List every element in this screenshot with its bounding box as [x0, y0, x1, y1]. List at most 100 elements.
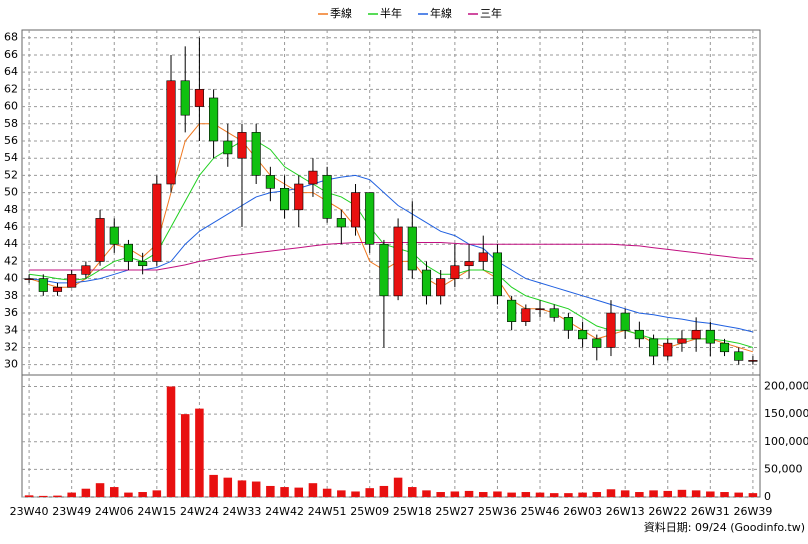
volume-bar — [81, 488, 91, 497]
candle-body — [279, 188, 290, 211]
volume-tick-label: 100,000 — [764, 435, 808, 448]
candle-body — [52, 286, 63, 292]
y-tick-label: 32 — [4, 340, 18, 353]
legend-label: 年線 — [430, 6, 452, 20]
x-tick-label: 24W06 — [95, 505, 134, 518]
volume-bar — [337, 490, 346, 497]
volume-bar — [223, 477, 233, 497]
volume-bar — [464, 490, 474, 497]
candle-body — [563, 317, 573, 331]
candle-body — [379, 243, 389, 297]
volume-bar — [663, 490, 673, 497]
volume-bar — [734, 492, 743, 497]
volume-bar — [507, 492, 516, 497]
y-tick-label: 66 — [4, 48, 18, 61]
y-tick-label: 58 — [4, 117, 18, 130]
candle-body — [95, 218, 105, 262]
volume-bar — [322, 488, 332, 497]
volume-bar — [635, 492, 644, 497]
volume-bar — [180, 414, 190, 497]
candle-body — [663, 342, 673, 357]
x-tick-label: 25W46 — [521, 505, 560, 518]
volume-bar — [422, 490, 431, 497]
candle-body — [634, 329, 644, 340]
x-tick-label: 23W40 — [10, 505, 49, 518]
volume-bar — [578, 492, 587, 497]
candle-body — [209, 97, 219, 142]
y-tick-label: 56 — [4, 134, 18, 147]
volume-bar — [706, 491, 715, 497]
candle-body — [336, 218, 346, 228]
volume-bar — [592, 492, 602, 497]
candle-body — [393, 226, 403, 297]
volume-bar — [251, 481, 261, 497]
candle-body — [748, 360, 758, 362]
volume-tick-label: 150,000 — [764, 407, 808, 420]
volume-bar — [606, 489, 616, 497]
candle-body — [251, 132, 261, 176]
candle-body — [67, 274, 77, 288]
x-tick-label: 25W09 — [350, 505, 389, 518]
candle-body — [705, 329, 715, 344]
volume-bar — [535, 492, 545, 497]
ma-line — [29, 242, 753, 271]
candle-body — [421, 269, 432, 297]
volume-bar — [24, 495, 34, 497]
x-tick-label: 26W31 — [691, 505, 730, 518]
volume-bar — [237, 480, 247, 497]
volume-bar — [166, 386, 176, 497]
candle-body — [521, 308, 531, 322]
candle-body — [648, 338, 659, 357]
x-tick-label: 23W49 — [52, 505, 91, 518]
candle-body — [152, 183, 162, 262]
volume-bar — [677, 489, 687, 497]
volume-bar — [266, 485, 275, 497]
candle-body — [734, 351, 744, 361]
candle-body — [549, 308, 559, 318]
y-tick-label: 50 — [4, 186, 18, 199]
volume-bar — [351, 491, 360, 497]
volume-bar — [549, 493, 559, 497]
candle-body — [350, 192, 361, 228]
y-tick-label: 36 — [4, 306, 18, 319]
x-tick-label: 24W33 — [223, 505, 262, 518]
candle-body — [322, 175, 332, 219]
x-tick-label: 26W39 — [733, 505, 772, 518]
x-tick-label: 24W24 — [180, 505, 219, 518]
y-tick-label: 40 — [4, 272, 18, 285]
candle-body — [464, 261, 474, 267]
candle-body — [38, 278, 48, 292]
volume-bar — [493, 491, 502, 497]
volume-bar — [436, 492, 445, 497]
y-tick-label: 48 — [4, 203, 18, 216]
candle-body — [81, 265, 91, 275]
volume-bar — [720, 492, 729, 497]
volume-bar — [152, 490, 162, 497]
volume-tick-label: 50,000 — [764, 462, 803, 475]
volume-bar — [450, 491, 460, 497]
y-tick-label: 60 — [4, 100, 18, 113]
x-tick-label: 24W15 — [137, 505, 176, 518]
candle-body — [294, 183, 304, 211]
y-tick-label: 30 — [4, 358, 18, 371]
volume-bar — [53, 495, 62, 497]
volume-tick-label: 200,000 — [764, 380, 808, 393]
candle-body — [719, 342, 730, 353]
candle-body — [620, 312, 630, 331]
x-tick-label: 26W22 — [648, 505, 687, 518]
candle-body — [507, 299, 517, 322]
y-tick-label: 68 — [4, 31, 18, 44]
y-tick-label: 46 — [4, 220, 18, 233]
volume-bar — [649, 490, 658, 497]
legend-label: 三年 — [480, 6, 502, 20]
x-tick-label: 25W36 — [478, 505, 517, 518]
volume-bar — [379, 485, 389, 497]
candle-body — [194, 89, 204, 107]
candle-body — [365, 192, 375, 245]
candle-body — [677, 338, 687, 344]
candle-body — [237, 132, 247, 159]
volume-bar — [748, 493, 758, 497]
candle-body — [308, 170, 318, 185]
volume-bar — [39, 495, 48, 497]
candle-body — [436, 278, 446, 297]
